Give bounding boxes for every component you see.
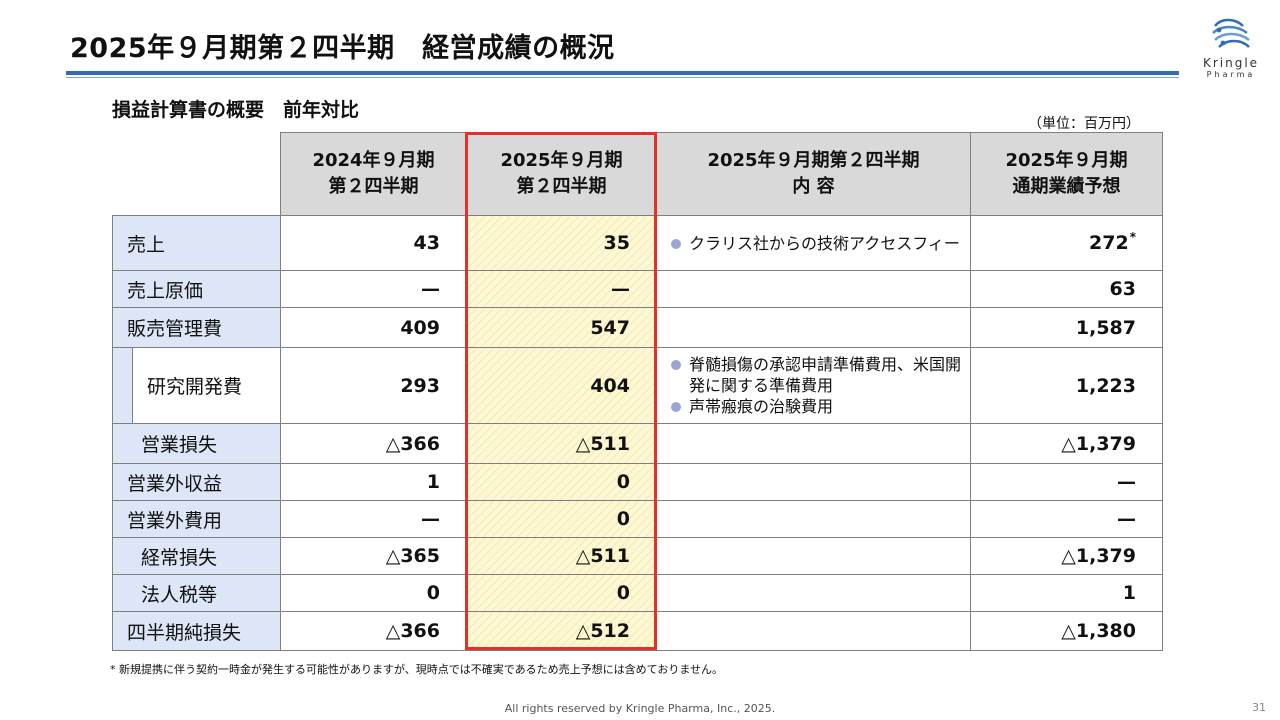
details-cell: [656, 307, 971, 348]
details-cell: クラリス社からの技術アクセスフィー: [656, 215, 971, 271]
table-row: 営業外費用 — 0 —: [112, 500, 1163, 538]
details-bullet: クラリス社からの技術アクセスフィー: [671, 233, 962, 254]
prev-value: 409: [280, 307, 467, 348]
table-row: 経常損失 △365 △511 △1,379: [112, 537, 1163, 575]
forecast-value: △1,380: [970, 611, 1163, 651]
forecast-value: —: [970, 500, 1163, 538]
forecast-value: 63: [970, 270, 1163, 308]
current-value: 404: [466, 347, 657, 424]
current-value: △512: [466, 611, 657, 651]
current-value: 547: [466, 307, 657, 348]
copyright: All rights reserved by Kringle Pharma, I…: [504, 702, 776, 715]
details-cell: [656, 463, 971, 501]
prev-value: 0: [280, 574, 467, 612]
table-row: 営業外収益 1 0 —: [112, 463, 1163, 501]
row-label: 売上原価: [112, 270, 281, 308]
row-label: 販売管理費: [112, 307, 281, 348]
prev-value: 293: [280, 347, 467, 424]
details-cell: [656, 574, 971, 612]
logo-subname: Pharma: [1206, 70, 1256, 79]
prev-value: —: [280, 270, 467, 308]
header-details: 2025年９月期第２四半期内 容: [656, 132, 971, 216]
row-label: 経常損失: [112, 537, 281, 575]
title-underline: [66, 71, 1179, 75]
header-prev-period: 2024年９月期 第２四半期: [280, 132, 467, 216]
table-row: 研究開発費 293 404 脊髄損傷の承認申請準備費用、米国開発に関する準備費用…: [112, 347, 1163, 424]
income-statement-table: 2024年９月期 第２四半期 2025年９月期 第２四半期 2025年９月期第２四半…: [112, 132, 1163, 651]
forecast-value: 1: [970, 574, 1163, 612]
bullet-dot-icon: [671, 238, 681, 249]
current-value: 0: [466, 574, 657, 612]
forecast-value: 272*: [970, 215, 1163, 271]
section-subtitle: 損益計算書の概要 前年対比: [112, 99, 360, 121]
forecast-value: 1,587: [970, 307, 1163, 348]
row-label: 四半期純損失: [112, 611, 281, 651]
forecast-value: 1,223: [970, 347, 1163, 424]
row-label: 営業外収益: [112, 463, 281, 501]
table-row: 四半期純損失 △366 △512 △1,380: [112, 611, 1163, 651]
header-blank: [112, 132, 281, 216]
page-number: 31: [1252, 701, 1266, 714]
sub-indent-bar: [113, 348, 133, 423]
table-row: 販売管理費 409 547 1,587: [112, 307, 1163, 348]
row-label: 営業損失: [112, 423, 281, 464]
table-row: 法人税等 0 0 1: [112, 574, 1163, 612]
prev-value: △366: [280, 611, 467, 651]
table-row: 営業損失 △366 △511 △1,379: [112, 423, 1163, 464]
row-label: 研究開発費: [147, 376, 243, 398]
current-value: 35: [466, 215, 657, 271]
title-underline-thin: [66, 77, 1179, 78]
details-bullet: 脊髄損傷の承認申請準備費用、米国開発に関する準備費用: [671, 354, 962, 396]
details-cell: [656, 423, 971, 464]
logo-name: Kringle: [1202, 56, 1260, 70]
forecast-value: △1,379: [970, 423, 1163, 464]
table-row: 売上原価 — — 63: [112, 270, 1163, 308]
kringle-logo: Kringle Pharma: [1196, 16, 1266, 88]
row-label: 売上: [112, 215, 281, 271]
current-value: 0: [466, 500, 657, 538]
details-cell: [656, 270, 971, 308]
details-cell: [656, 537, 971, 575]
details-bullet: 声帯瘢痕の治験費用: [671, 396, 962, 417]
logo-swirl-icon: [1212, 18, 1250, 48]
prev-value: △366: [280, 423, 467, 464]
forecast-value: △1,379: [970, 537, 1163, 575]
prev-value: 1: [280, 463, 467, 501]
forecast-value: —: [970, 463, 1163, 501]
current-value: 0: [466, 463, 657, 501]
table-header-row: 2024年９月期 第２四半期 2025年９月期 第２四半期 2025年９月期第２四半…: [112, 132, 1163, 216]
current-value: △511: [466, 423, 657, 464]
current-value: —: [466, 270, 657, 308]
header-current-period: 2025年９月期 第２四半期: [466, 132, 657, 216]
unit-label: （単位：百万円）: [1028, 116, 1140, 132]
forecast-footnote-mark: *: [1129, 230, 1136, 244]
row-label: 営業外費用: [112, 500, 281, 538]
prev-value: 43: [280, 215, 467, 271]
details-cell: [656, 611, 971, 651]
slide-title: 2025年９月期第２四半期 経営成績の概況: [70, 33, 615, 64]
bullet-dot-icon: [671, 402, 681, 412]
prev-value: —: [280, 500, 467, 538]
footnote: * 新規提携に伴う契約一時金が発生する可能性がありますが、現時点では不確実である…: [110, 663, 724, 676]
current-value: △511: [466, 537, 657, 575]
header-forecast: 2025年９月期 通期業績予想: [970, 132, 1163, 216]
details-cell: [656, 500, 971, 538]
bullet-dot-icon: [671, 360, 681, 370]
prev-value: △365: [280, 537, 467, 575]
row-label: 法人税等: [112, 574, 281, 612]
details-cell: 脊髄損傷の承認申請準備費用、米国開発に関する準備費用 声帯瘢痕の治験費用: [656, 347, 971, 424]
table-row: 売上 43 35 クラリス社からの技術アクセスフィー 272*: [112, 215, 1163, 271]
row-label-sub: 研究開発費: [112, 347, 281, 424]
